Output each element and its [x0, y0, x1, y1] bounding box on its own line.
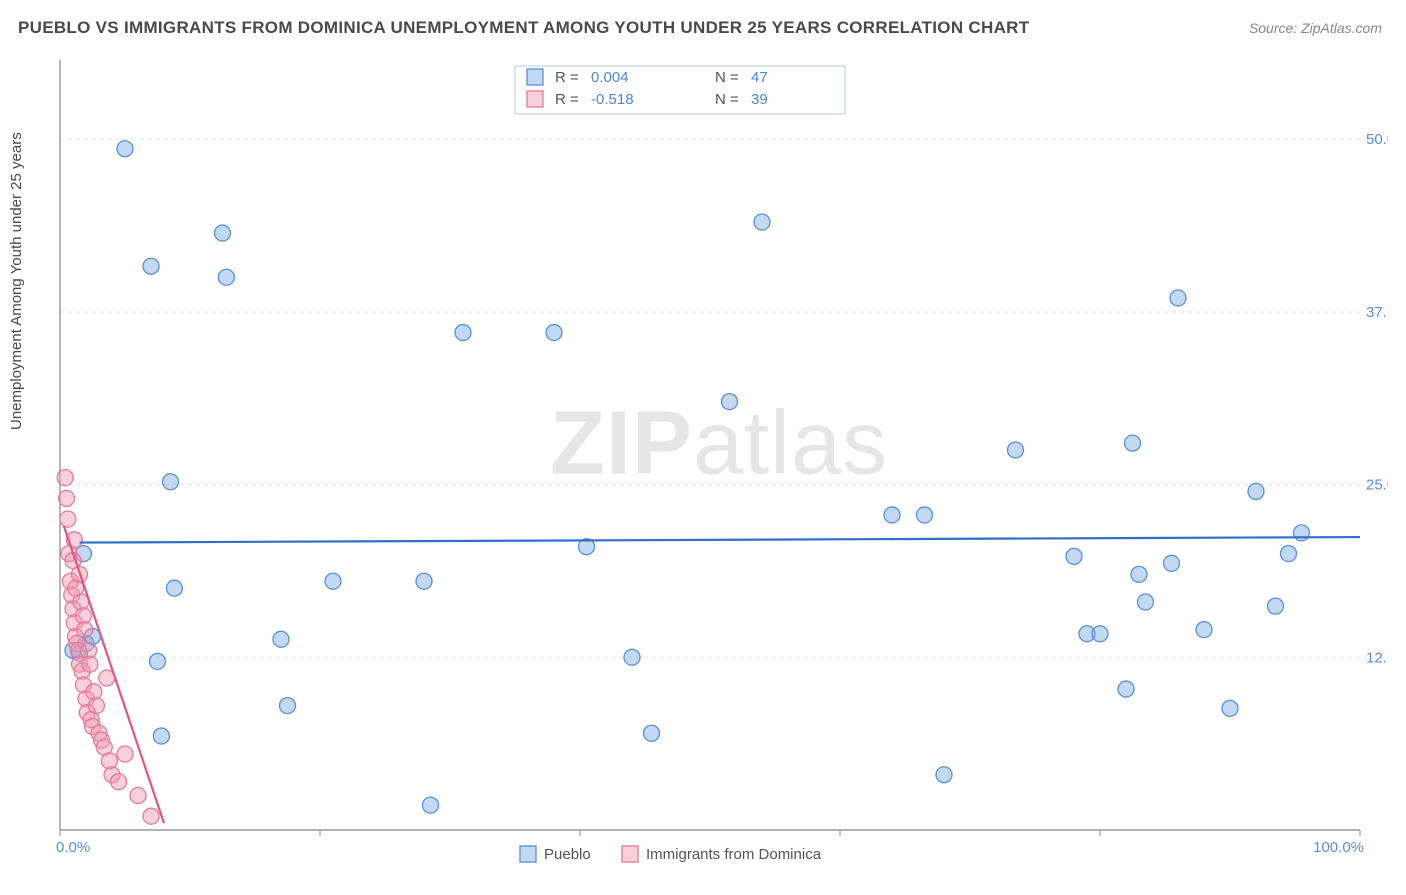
data-point [59, 490, 75, 506]
source-value: ZipAtlas.com [1301, 20, 1382, 36]
data-point [117, 141, 133, 157]
trend-line [80, 537, 1361, 543]
data-point [1248, 483, 1264, 499]
y-axis-label: Unemployment Among Youth under 25 years [8, 132, 25, 430]
svg-text:47: 47 [751, 69, 768, 86]
data-point [166, 580, 182, 596]
data-point [1138, 594, 1154, 610]
svg-text:R =: R = [555, 69, 579, 86]
legend-label: Immigrants from Dominica [646, 846, 822, 863]
svg-text:50.0%: 50.0% [1366, 131, 1388, 148]
data-point [57, 470, 73, 486]
data-point [1268, 598, 1284, 614]
data-point [1170, 290, 1186, 306]
data-point [1222, 700, 1238, 716]
data-point [1281, 546, 1297, 562]
chart-title: PUEBLO VS IMMIGRANTS FROM DOMINICA UNEMP… [18, 18, 1029, 38]
data-point [1066, 548, 1082, 564]
legend-label: Pueblo [544, 846, 591, 863]
data-point [60, 511, 76, 527]
data-point [917, 507, 933, 523]
data-point [423, 797, 439, 813]
svg-text:12.5%: 12.5% [1366, 649, 1388, 666]
data-point [111, 774, 127, 790]
data-point [150, 653, 166, 669]
data-point [215, 225, 231, 241]
data-point [273, 631, 289, 647]
svg-text:0.004: 0.004 [591, 69, 629, 86]
chart-canvas: 12.5% 25.0% 37.5% 50.0% 0.0% 100.0% R = 0.004 N … [50, 60, 1388, 890]
data-point [325, 573, 341, 589]
data-point [455, 325, 471, 341]
svg-text:25.0%: 25.0% [1366, 477, 1388, 494]
svg-text:39: 39 [751, 91, 768, 108]
data-point [1118, 681, 1134, 697]
scatter-plot: ZIPatlas 12.5%25.0%37.5%50.0%0.0%100.0%R… [50, 60, 1388, 860]
data-point [624, 649, 640, 665]
svg-text:N =: N = [715, 91, 739, 108]
legend-swatch [520, 846, 536, 862]
data-point [1131, 566, 1147, 582]
data-point [644, 725, 660, 741]
svg-text:37.5%: 37.5% [1366, 304, 1388, 321]
data-point [1125, 435, 1141, 451]
data-point [77, 622, 93, 638]
data-point [143, 258, 159, 274]
data-point [218, 269, 234, 285]
data-point [936, 767, 952, 783]
data-point [280, 698, 296, 714]
source-attribution: Source: ZipAtlas.com [1249, 20, 1382, 36]
data-point [143, 808, 159, 824]
data-point [722, 394, 738, 410]
data-point [88, 698, 104, 714]
legend-swatch [527, 69, 543, 85]
data-point [1196, 622, 1212, 638]
legend-swatch [527, 91, 543, 107]
data-point [82, 656, 98, 672]
data-point [1164, 555, 1180, 571]
svg-text:-0.518: -0.518 [591, 91, 634, 108]
legend-swatch [622, 846, 638, 862]
data-point [1008, 442, 1024, 458]
svg-text:0.0%: 0.0% [56, 839, 90, 856]
data-point [163, 474, 179, 490]
data-point [546, 325, 562, 341]
source-label: Source: [1249, 20, 1297, 36]
data-point [130, 787, 146, 803]
data-point [1092, 626, 1108, 642]
svg-text:R =: R = [555, 91, 579, 108]
data-point [153, 728, 169, 744]
data-point [416, 573, 432, 589]
data-point [1294, 525, 1310, 541]
svg-text:100.0%: 100.0% [1313, 839, 1364, 856]
data-point [754, 214, 770, 230]
data-point [884, 507, 900, 523]
svg-text:N =: N = [715, 69, 739, 86]
data-point [117, 746, 133, 762]
